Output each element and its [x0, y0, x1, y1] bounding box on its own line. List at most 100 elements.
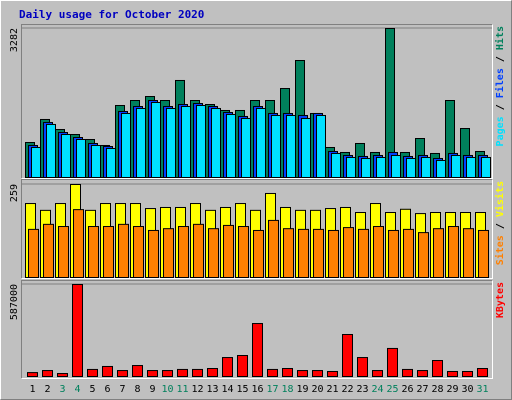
panel-dark-edge	[21, 24, 493, 179]
bar	[241, 117, 251, 178]
x-tick-label: 10	[161, 384, 173, 395]
bar	[297, 370, 308, 377]
x-tick-label: 16	[251, 384, 263, 395]
bar	[448, 226, 459, 278]
bar	[361, 157, 371, 178]
bar	[256, 107, 266, 178]
bar	[391, 154, 401, 179]
bar	[237, 354, 248, 377]
x-tick-label: 3	[59, 384, 65, 395]
bar	[133, 226, 144, 278]
bar	[327, 370, 338, 378]
bar	[301, 117, 311, 178]
bar	[28, 228, 39, 278]
bar	[72, 284, 83, 377]
x-tick-label: 30	[461, 384, 473, 395]
bar	[88, 226, 99, 278]
bar	[46, 123, 56, 178]
bar	[313, 228, 324, 278]
x-tick-label: 14	[221, 384, 233, 395]
bar	[192, 368, 203, 377]
bar	[181, 105, 191, 178]
x-tick-label: 29	[446, 384, 458, 395]
x-tick-label: 17	[266, 384, 278, 395]
x-tick-label: 23	[356, 384, 368, 395]
bar	[436, 159, 446, 179]
bar	[252, 323, 263, 377]
bar	[481, 156, 491, 178]
panel-dark-edge	[21, 280, 493, 379]
bar	[418, 232, 429, 278]
x-tick-label: 8	[134, 384, 140, 395]
bar	[376, 156, 386, 178]
bar	[417, 370, 428, 377]
x-tick-label: 4	[74, 384, 80, 395]
bar	[406, 157, 416, 178]
bar	[373, 226, 384, 278]
bar	[61, 134, 71, 178]
x-tick-label: 31	[476, 384, 488, 395]
bar	[343, 227, 354, 279]
bar	[462, 370, 473, 378]
bar	[211, 107, 221, 178]
bar	[207, 368, 218, 377]
x-tick-label: 26	[401, 384, 413, 395]
bar	[226, 113, 236, 178]
x-tick-label: 15	[236, 384, 248, 395]
bar	[433, 228, 444, 278]
bar	[87, 368, 98, 377]
bar	[31, 146, 41, 179]
bar	[208, 228, 219, 278]
bar	[193, 223, 204, 279]
bar	[372, 370, 383, 377]
bar	[148, 229, 159, 279]
bar	[73, 209, 84, 278]
x-tick-label: 1	[29, 384, 35, 395]
bar	[177, 368, 188, 377]
bar	[283, 228, 294, 278]
bar	[331, 152, 341, 179]
y-tick-label: 587000	[9, 284, 20, 320]
x-tick-label: 12	[191, 384, 203, 395]
x-tick-label: 27	[416, 384, 428, 395]
legend-separator: /	[495, 217, 506, 235]
legend-entry: Visits	[494, 181, 506, 217]
bar	[451, 154, 461, 179]
bar	[342, 333, 353, 377]
x-tick-label: 13	[206, 384, 218, 395]
bar	[76, 139, 86, 178]
bar	[432, 360, 443, 378]
legend-entry: KBytes	[495, 282, 506, 318]
bar	[421, 156, 431, 178]
bar	[196, 104, 206, 178]
x-tick-label: 5	[89, 384, 95, 395]
chart-title: Daily usage for October 2020	[19, 8, 204, 21]
bar	[328, 229, 339, 279]
bar	[358, 228, 369, 278]
bar	[132, 365, 143, 377]
bar	[357, 357, 368, 377]
x-tick-label: 25	[386, 384, 398, 395]
x-tick-label: 21	[326, 384, 338, 395]
x-tick-label: 18	[281, 384, 293, 395]
bar	[253, 229, 264, 279]
panel-dark-edge	[21, 179, 493, 279]
bar	[387, 347, 398, 378]
bar	[223, 224, 234, 278]
bar	[103, 226, 114, 278]
x-tick-label: 2	[44, 384, 50, 395]
x-tick-label: 20	[311, 384, 323, 395]
legend-entry: Files	[494, 68, 506, 98]
bar	[102, 365, 113, 377]
bar	[403, 228, 414, 278]
x-tick-label: 9	[149, 384, 155, 395]
bar	[57, 373, 68, 378]
x-tick-label: 7	[119, 384, 125, 395]
bar	[286, 114, 296, 178]
bar	[447, 370, 458, 378]
bar	[27, 372, 38, 377]
x-tick-label: 6	[104, 384, 110, 395]
